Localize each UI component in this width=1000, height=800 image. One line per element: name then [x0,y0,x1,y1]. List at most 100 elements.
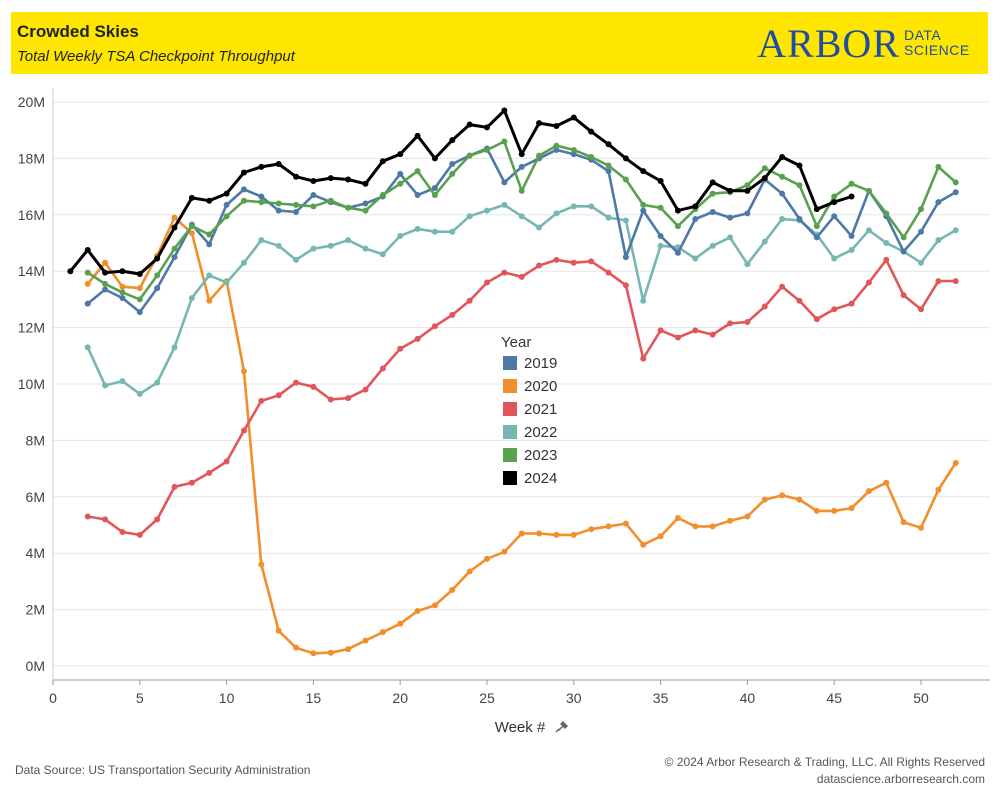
data-point [484,207,490,214]
series-line-2022 [86,203,957,396]
series-2019 [84,145,959,316]
legend-item-2022[interactable]: 2022 [503,424,557,441]
data-point [727,517,734,524]
data-point [918,306,924,313]
data-point [84,269,91,276]
data-point [935,237,942,244]
data-point [414,192,421,199]
copyright-text: © 2024 Arbor Research & Trading, LLC. Al… [664,755,985,769]
data-point [327,242,334,249]
data-point [501,548,508,555]
data-point [952,189,959,196]
data-point [761,303,768,310]
data-point [848,247,855,254]
data-point [640,355,647,362]
data-point [640,207,647,214]
x-tick-label: 35 [653,690,669,706]
data-point [588,258,595,265]
data-point [831,255,838,262]
series-group [67,107,959,657]
data-point [466,297,473,304]
data-point [466,213,473,220]
data-point [501,201,508,208]
data-point [744,513,751,520]
data-point [935,199,942,206]
data-point [813,206,820,213]
data-point [293,201,300,208]
data-point [379,158,386,165]
data-point [171,344,178,351]
data-point [848,180,855,187]
data-point [414,168,421,175]
website-link[interactable]: datascience.arborresearch.com [816,772,985,786]
data-point [588,128,595,135]
data-point [414,132,421,139]
data-point [501,138,508,145]
data-point [327,396,334,403]
data-point [310,203,317,210]
series-line-2020 [86,216,957,655]
data-point [865,279,872,286]
data-point [223,279,230,286]
series-2023 [84,138,959,303]
legend-item-2020[interactable]: 2020 [503,378,557,395]
data-point [431,155,438,162]
data-point [449,586,456,593]
data-point [536,152,543,159]
legend-item-2021[interactable]: 2021 [503,401,557,418]
data-point [518,187,525,194]
series-2024 [67,107,855,278]
logo-word: ARBOR [757,21,900,66]
data-point [206,197,213,204]
data-point [918,206,924,213]
data-point [397,620,404,627]
data-point [605,269,612,276]
pin-icon[interactable] [555,721,568,733]
data-point [605,162,612,169]
data-point [449,137,456,144]
data-point [779,153,786,160]
x-tick-label: 40 [740,690,756,706]
legend-swatch [503,425,517,439]
data-point [952,459,959,466]
data-point [449,170,456,177]
data-point [831,306,838,313]
data-point [310,650,317,657]
x-tick-label: 45 [826,690,842,706]
data-point [84,280,91,287]
data-point [240,368,247,375]
legend-item-2024[interactable]: 2024 [503,470,557,487]
legend-swatch [503,356,517,370]
data-point [240,197,247,204]
data-point [345,237,352,244]
data-point [796,297,803,304]
data-point [171,224,178,231]
data-point [796,216,803,223]
data-point [258,199,265,206]
data-point [466,152,473,159]
data-point [657,533,664,540]
data-point [692,203,699,210]
legend[interactable]: Year 2019 2020 2021 2022 2023 2024 [501,334,557,487]
data-point [709,190,716,197]
legend-item-2019[interactable]: 2019 [503,355,557,372]
x-tick-label: 50 [913,690,929,706]
y-tick-label: 18M [18,150,45,166]
data-point [119,378,126,385]
data-point [188,230,195,237]
data-point [518,151,525,158]
x-tick-label: 15 [306,690,322,706]
data-point [709,523,716,530]
legend-item-2023[interactable]: 2023 [503,447,557,464]
data-point [796,162,803,169]
data-point [275,200,282,207]
data-point [84,247,91,254]
data-point [727,187,734,194]
data-point [84,344,91,351]
chart-subtitle: Total Weekly TSA Checkpoint Throughput [17,48,295,65]
data-point [171,254,178,261]
x-tick-label: 25 [479,690,495,706]
data-point [727,234,734,241]
data-point [918,259,924,266]
data-point [171,483,178,490]
